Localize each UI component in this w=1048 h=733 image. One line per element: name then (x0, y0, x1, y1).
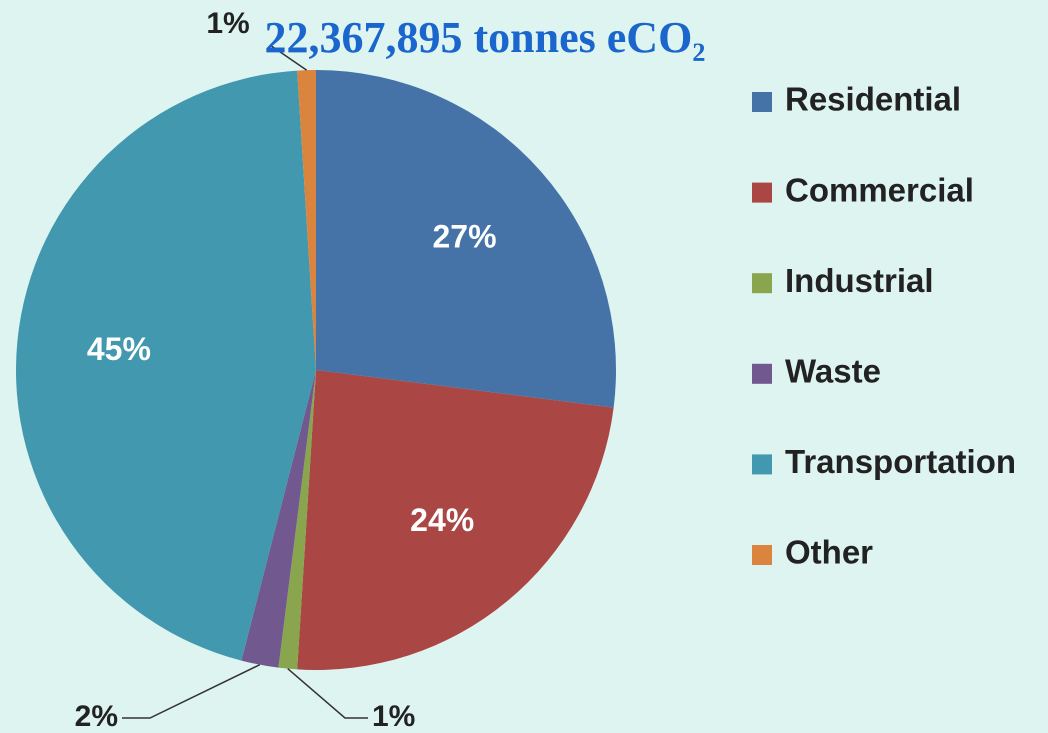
data-label: 24% (410, 502, 474, 538)
pie-slice (241, 370, 316, 668)
legend-swatch (752, 273, 772, 294)
legend-swatch (752, 182, 772, 203)
legend-swatch (752, 92, 772, 112)
legend-label: Transportation (785, 443, 1016, 480)
leader-line (287, 668, 368, 719)
pie-slice (297, 70, 316, 370)
chart-title: 22,367,895 tonnes eCO₂ (265, 13, 706, 62)
data-labels: 27% 24% 1% 2% 45% 1% (75, 7, 497, 733)
data-label: 1% (206, 7, 249, 40)
legend-label: Residential (785, 81, 961, 118)
data-label: 2% (75, 700, 118, 733)
legend-swatch (752, 545, 772, 565)
legend-label: Other (785, 534, 873, 571)
legend: Residential Commercial Industrial Waste Tran… (752, 81, 1016, 571)
legend-swatch (752, 454, 772, 475)
legend-label: Industrial (785, 262, 934, 299)
legend-label: Waste (785, 353, 881, 390)
pie-slice (297, 370, 614, 670)
data-label: 45% (87, 331, 151, 367)
leader-line (122, 664, 261, 719)
pie-slice (278, 370, 316, 670)
leader-line (269, 44, 308, 71)
pie-slice (316, 70, 616, 408)
legend-label: Commercial (785, 171, 974, 208)
data-label: 1% (372, 700, 415, 733)
pie (16, 70, 616, 670)
data-label: 27% (432, 219, 496, 255)
legend-swatch (752, 363, 772, 384)
pie-slice (16, 70, 317, 661)
